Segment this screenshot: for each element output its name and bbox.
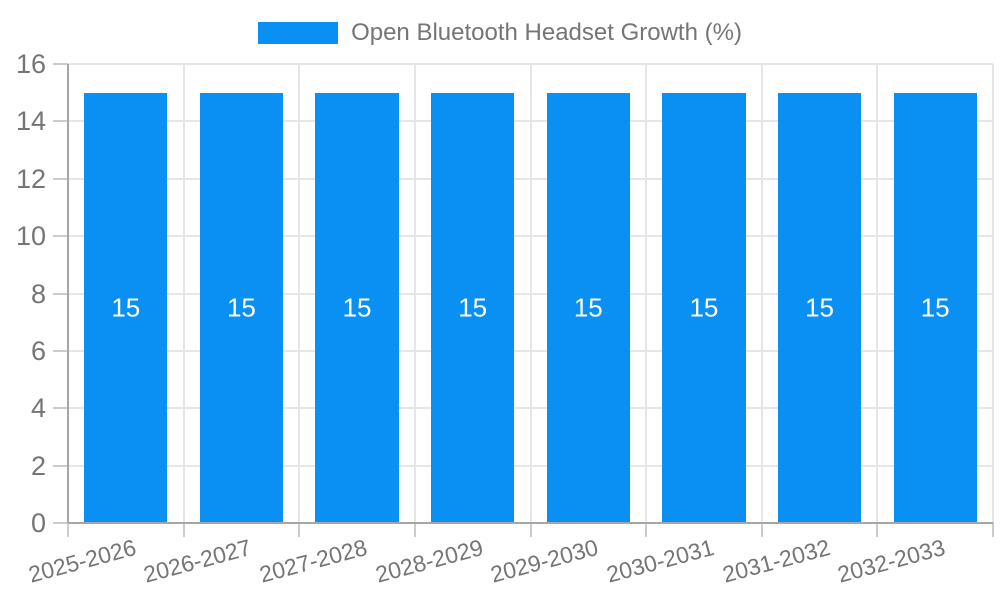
legend-swatch: [258, 22, 339, 44]
gridline-vertical: [992, 64, 994, 523]
y-tick-label: 10: [15, 221, 46, 252]
bar: [199, 92, 284, 523]
legend: Open Bluetooth Headset Growth (%): [0, 19, 1000, 47]
x-axis-tick: [876, 523, 879, 537]
y-axis-line: [67, 64, 69, 523]
x-axis-tick: [645, 523, 648, 537]
bar: [662, 92, 746, 523]
x-tick-label: 2029-2030: [488, 534, 602, 588]
x-axis-tick: [992, 523, 994, 537]
y-tick-label: 14: [15, 106, 46, 137]
y-tick-label: 12: [15, 163, 46, 194]
bar: [777, 92, 862, 523]
x-tick-label: 2026-2027: [141, 534, 255, 588]
x-tick-label: 2025-2026: [25, 534, 139, 588]
bar: [315, 92, 399, 523]
y-tick-label: 8: [30, 278, 46, 309]
y-tick-label: 0: [30, 508, 46, 538]
x-tick-label: 2028-2029: [372, 534, 486, 588]
x-tick-label: 2032-2033: [834, 534, 948, 588]
x-axis-tick: [182, 523, 185, 537]
bar-label: 15: [573, 292, 603, 323]
y-axis-tick: [53, 464, 68, 467]
bar-label: 15: [342, 292, 372, 323]
bar: [893, 92, 977, 523]
bar-label: 15: [805, 292, 835, 323]
bar-label: 15: [111, 292, 141, 323]
gridline-vertical: [529, 64, 532, 523]
bar-label: 15: [458, 292, 488, 323]
gridline-vertical: [413, 64, 416, 523]
y-tick-label: 2: [30, 450, 46, 481]
x-axis-line: [68, 522, 993, 524]
bar: [84, 92, 168, 523]
bar-label: 15: [920, 292, 950, 323]
bar: [431, 92, 515, 523]
x-tick-label: 2030-2031: [603, 534, 717, 588]
x-axis-tick: [413, 523, 416, 537]
gridline-vertical: [760, 64, 763, 523]
y-tick-label: 6: [30, 335, 46, 366]
bar-label: 15: [689, 292, 719, 323]
x-tick-label: 2031-2032: [719, 534, 833, 588]
gridline-vertical: [182, 64, 185, 523]
y-axis-tick: [53, 349, 68, 352]
y-axis-tick: [53, 177, 68, 180]
y-axis-tick: [53, 63, 68, 65]
x-tick-label: 2027-2028: [256, 534, 370, 588]
y-axis-tick: [53, 407, 68, 410]
bar-label: 15: [226, 292, 256, 323]
x-axis-tick: [760, 523, 763, 537]
gridline-vertical: [298, 64, 301, 523]
y-axis-tick: [53, 235, 68, 238]
y-axis-tick: [53, 292, 68, 295]
y-axis-tick: [53, 120, 68, 123]
x-axis-tick: [67, 523, 69, 537]
gridline-vertical: [876, 64, 879, 523]
x-axis-tick: [298, 523, 301, 537]
y-tick-label: 16: [15, 49, 46, 79]
y-tick-label: 4: [30, 393, 46, 424]
y-axis-tick: [53, 522, 68, 524]
legend-label: Open Bluetooth Headset Growth (%): [351, 19, 742, 46]
gridline-vertical: [645, 64, 648, 523]
x-axis-tick: [529, 523, 532, 537]
bar: [546, 92, 630, 523]
